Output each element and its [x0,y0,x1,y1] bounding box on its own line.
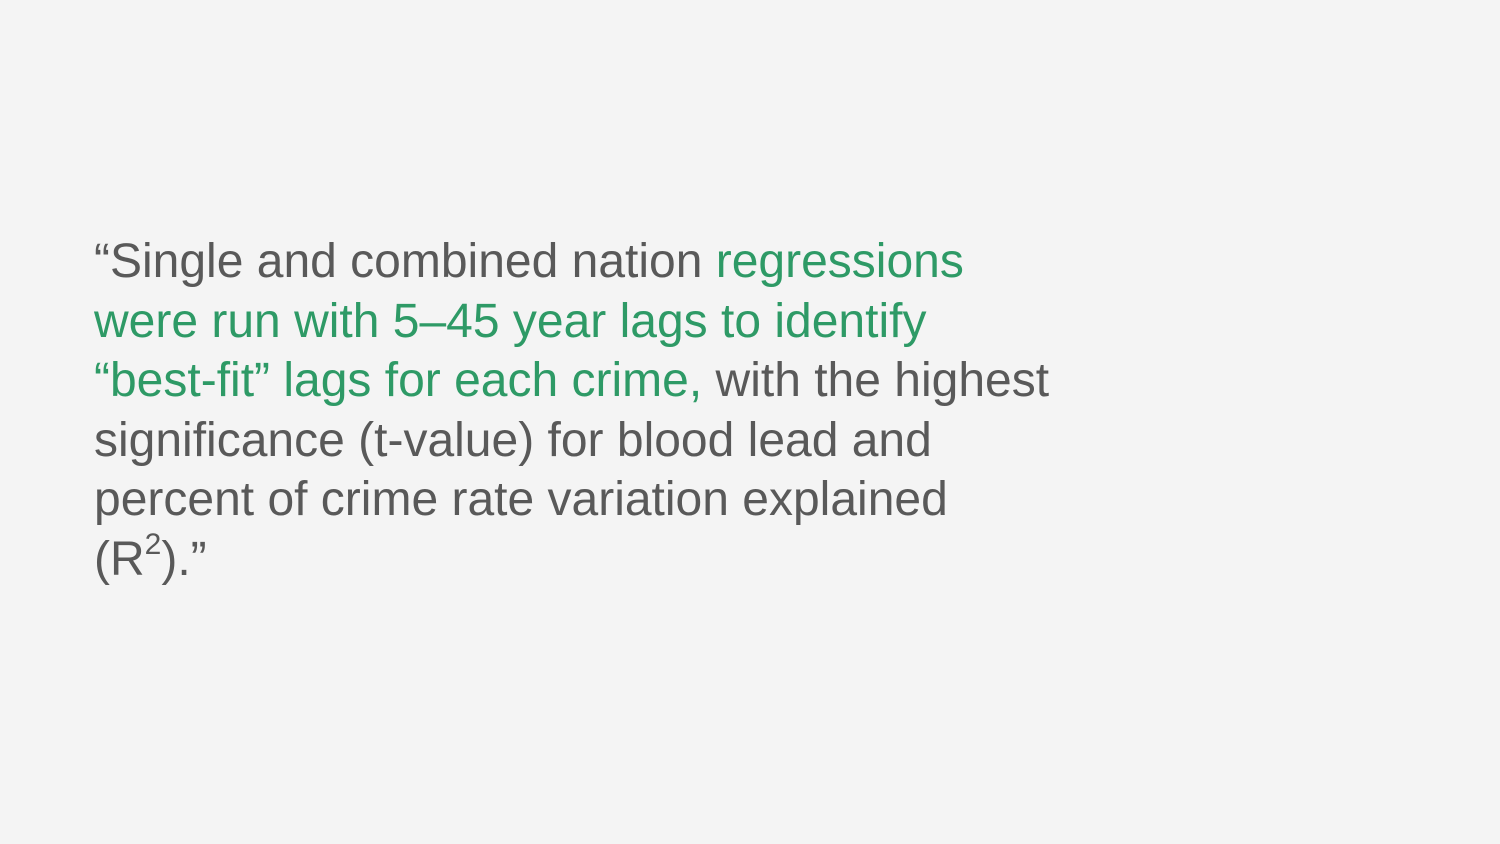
quote-block: “Single and combined nation regressions … [94,232,1134,589]
quote-line-5: percent of crime rate variation explaine… [94,473,948,526]
quote-line-3: “best-fit” lags for each crime, with the… [94,351,1134,411]
quote-text-plain: with the highest [702,354,1050,407]
quote-line-6: (R2).” [94,527,1134,590]
quote-text-plain: “Single and combined nation [94,235,716,288]
quote-line-2: were run with 5–45 year lags to identify [94,294,927,348]
r-squared-open: (R [94,532,145,586]
quote-line-4: significance (t-value) for blood lead an… [94,413,932,467]
r-squared-superscript: 2 [144,527,162,561]
quote-text-highlight: “best-fit” lags for each crime, [94,354,703,407]
r-squared-close: ).” [161,532,207,586]
quote-line-1: “Single and combined nation regressions [94,232,1134,292]
quote-text-highlight: regressions [715,235,964,288]
